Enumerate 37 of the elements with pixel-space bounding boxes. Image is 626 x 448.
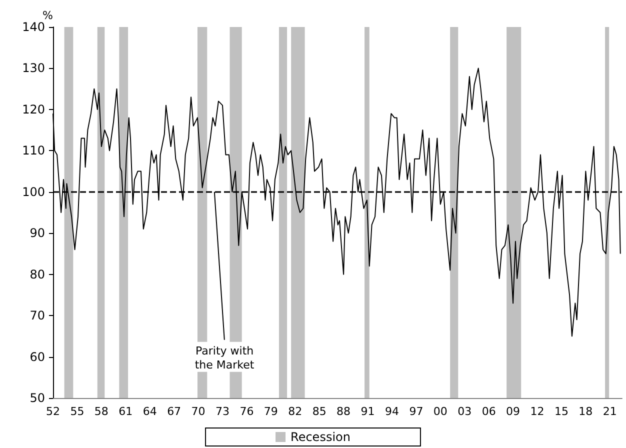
x-tick-label: 52 [46, 405, 60, 418]
legend-label: Recession [290, 430, 350, 444]
y-axis-title: % [42, 9, 53, 22]
x-tick-label: 55 [70, 405, 84, 418]
x-tick-label: 88 [336, 405, 351, 418]
x-tick-label: 97 [409, 405, 424, 418]
annotation: Parity with the Market [194, 344, 255, 372]
x-tick-label: 15 [554, 405, 568, 418]
x-tick-label: 03 [458, 405, 472, 418]
x-tick-label: 18 [578, 405, 593, 418]
x-tick-label: 67 [167, 405, 182, 418]
x-tick-label: 12 [530, 405, 544, 418]
x-tick-label: 91 [360, 405, 375, 418]
y-tick-label: 50 [30, 391, 45, 405]
y-tick-label: 130 [22, 61, 45, 76]
y-tick-label: 60 [30, 350, 45, 364]
x-tick-label: 09 [506, 405, 520, 418]
x-tick-label: 94 [384, 405, 399, 418]
x-tick-label: 61 [118, 405, 133, 418]
y-tick-label: 110 [22, 144, 45, 158]
x-tick-label: 06 [482, 405, 496, 418]
y-tick-label: 140 [22, 20, 45, 34]
x-tick-label: 58 [94, 405, 108, 418]
x-tick-label: 82 [288, 405, 302, 418]
x-tick-label: 70 [191, 405, 206, 418]
y-tick-label: 70 [30, 308, 45, 323]
x-tick-label: 00 [433, 405, 448, 418]
y-tick-label: 80 [30, 267, 45, 282]
x-tick-label: 79 [264, 405, 278, 418]
x-tick-label: 85 [312, 405, 326, 418]
y-tick-label: 120 [22, 102, 45, 116]
x-tick-label: 21 [602, 405, 617, 418]
x-tick-label: 73 [215, 405, 230, 418]
x-tick-label: 64 [142, 405, 157, 418]
y-tick-label: 100 [22, 184, 45, 199]
x-tick-label: 76 [240, 405, 254, 418]
y-tick-label: 90 [30, 226, 45, 240]
